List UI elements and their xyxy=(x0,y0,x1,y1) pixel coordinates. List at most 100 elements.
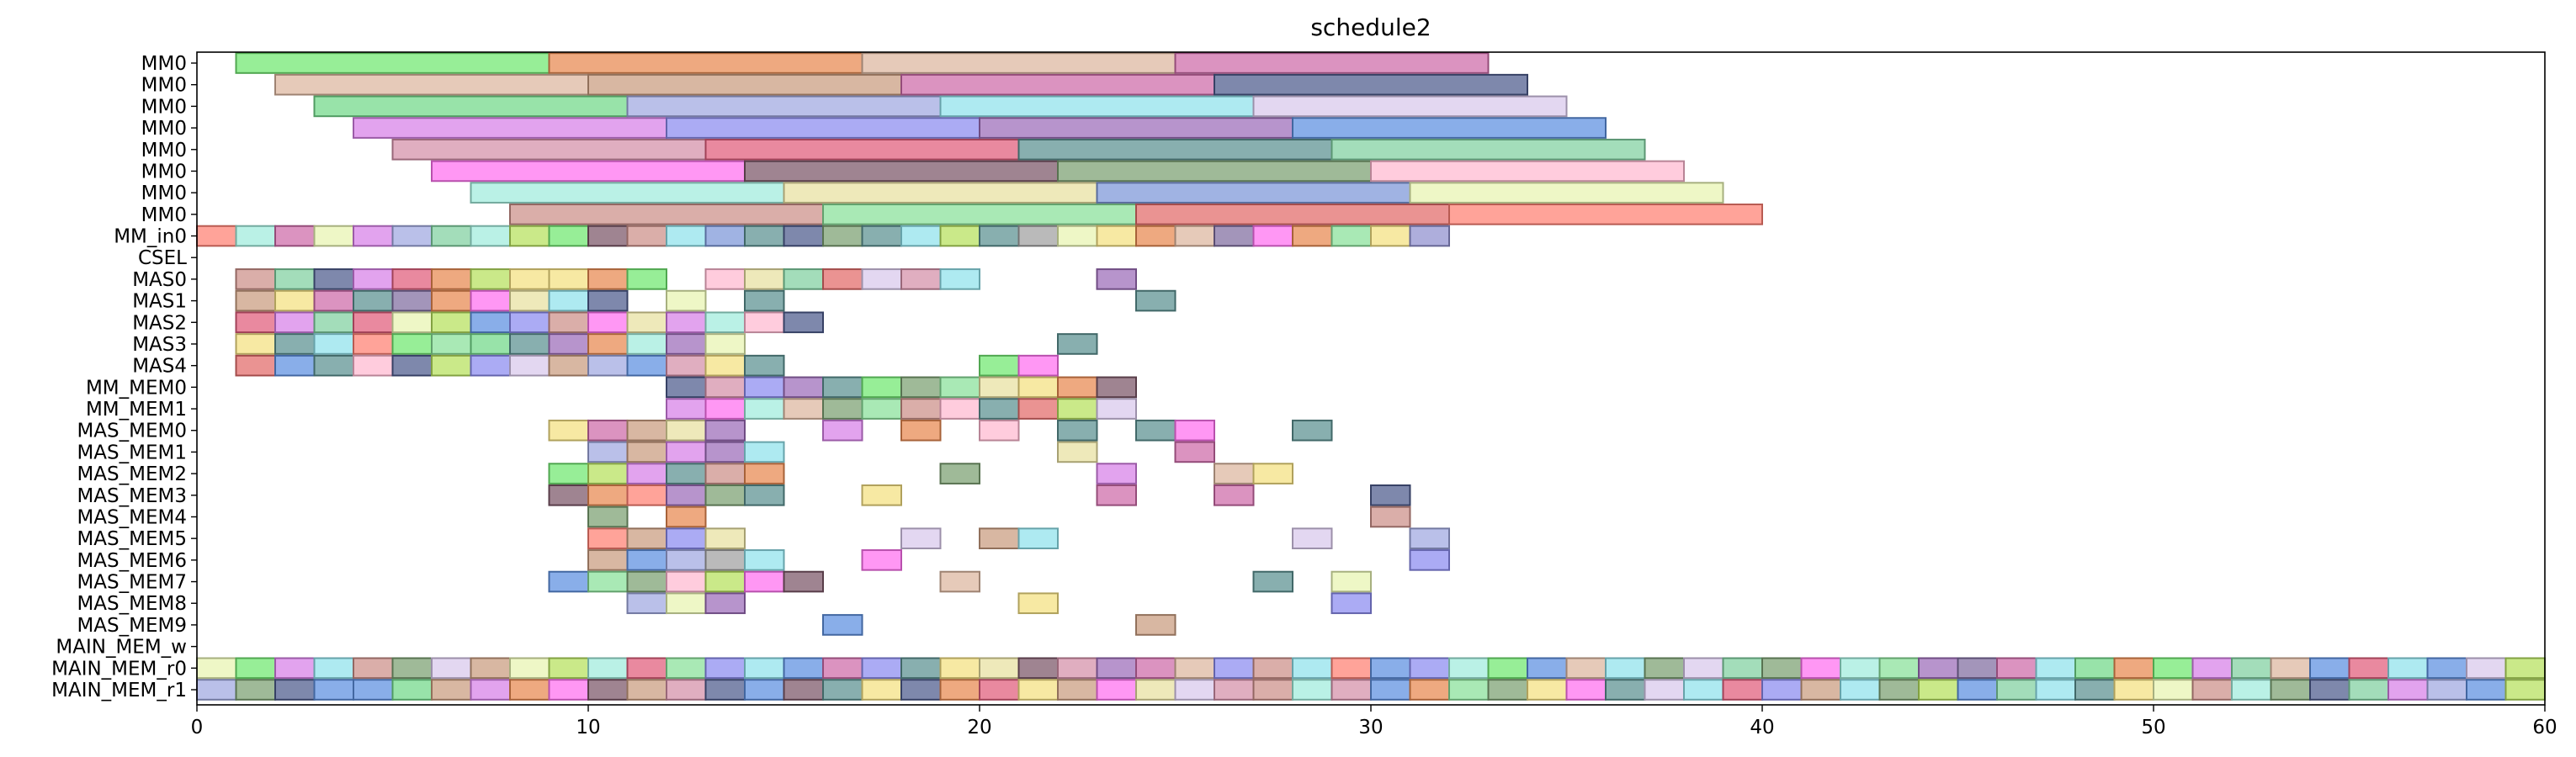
bar-main-mem-r1-5-6 xyxy=(391,679,433,701)
bar-mm-in0-2-3 xyxy=(274,225,316,247)
bar-mas1-7-8 xyxy=(470,289,511,312)
x-axis: 0 10 20 30 40 50 60 xyxy=(191,705,2557,738)
bar-mas-mem1-22-23 xyxy=(1057,441,1098,463)
bar-main-mem-r0-27-28 xyxy=(1252,657,1293,680)
bar-main-mem-r1-34-35 xyxy=(1527,679,1568,701)
bar-mm-in0-17-18 xyxy=(861,225,902,247)
bar-main-mem-r1-24-25 xyxy=(1135,679,1176,701)
bar-mas4-13-14 xyxy=(704,354,746,377)
bar-mas4-8-9 xyxy=(509,354,550,377)
bar-main-mem-r1-33-34 xyxy=(1487,679,1528,701)
bar-mas-mem2-13-14 xyxy=(704,463,746,484)
bar-mm-in0-22-23 xyxy=(1057,225,1098,247)
bar-mas1-24-25 xyxy=(1135,289,1176,312)
y-tick-label: MAS_MEM8 xyxy=(77,593,187,615)
bar-mas-mem2-23-24 xyxy=(1096,463,1137,484)
bar-main-mem-r0-25-26 xyxy=(1174,657,1215,680)
bar-mm-in0-10-11 xyxy=(587,225,629,247)
bar-main-mem-r0-16-17 xyxy=(822,657,863,680)
bar-mas-mem7-14-15 xyxy=(744,570,785,593)
bar-mm-in0-16-17 xyxy=(822,225,863,247)
bar-main-mem-r0-30-31 xyxy=(1370,657,1411,680)
bar-mas2-15-16 xyxy=(783,311,824,334)
bar-main-mem-r0-53-54 xyxy=(2270,657,2311,680)
bar-main-mem-r0-51-52 xyxy=(2191,657,2233,680)
bar-mm0-8-16 xyxy=(509,204,824,225)
bar-mas2-14-15 xyxy=(744,311,785,334)
bar-mm-mem0-17-18 xyxy=(861,376,902,399)
bar-main-mem-r1-35-36 xyxy=(1565,679,1607,701)
bar-mas3-8-9 xyxy=(509,333,550,355)
bar-mas-mem5-13-14 xyxy=(704,527,746,549)
bar-mm-in0-6-7 xyxy=(431,225,472,247)
bar-mm-in0-0-1 xyxy=(196,225,237,247)
bar-mas3-6-7 xyxy=(431,333,472,355)
bar-mm0-26-34 xyxy=(1214,73,1528,96)
bar-mm0-22-30 xyxy=(1057,160,1372,183)
bar-main-mem-r0-3-4 xyxy=(313,657,354,680)
bar-mm-in0-27-28 xyxy=(1252,225,1293,247)
bar-mas0-10-11 xyxy=(587,268,629,290)
bar-mas1-8-9 xyxy=(509,289,550,312)
bar-main-mem-r1-19-20 xyxy=(939,679,980,701)
bar-mm-in0-21-22 xyxy=(1017,225,1059,247)
bar-main-mem-r1-57-58 xyxy=(2426,679,2467,701)
x-tick-label: 30 xyxy=(1358,717,1383,738)
bar-main-mem-r0-54-55 xyxy=(2309,657,2350,680)
bar-mas0-11-12 xyxy=(626,268,667,290)
bar-mas-mem0-10-11 xyxy=(587,419,629,442)
bar-main-mem-r0-45-46 xyxy=(1957,657,1998,680)
bar-main-mem-r1-25-26 xyxy=(1174,679,1215,701)
bar-mas-mem7-9-10 xyxy=(548,570,589,593)
bar-mas1-2-3 xyxy=(274,289,316,312)
plot-frame xyxy=(196,51,2546,706)
bar-mm-mem1-17-18 xyxy=(861,398,902,420)
bar-mas-mem8-29-30 xyxy=(1330,592,1372,615)
bar-main-mem-r0-42-43 xyxy=(1840,657,1881,680)
bar-mm-mem1-21-22 xyxy=(1017,398,1059,420)
bar-main-mem-r0-15-16 xyxy=(783,657,824,680)
bar-main-mem-r0-40-41 xyxy=(1761,657,1803,680)
y-tick-label: MM0 xyxy=(141,118,187,140)
bar-main-mem-r1-50-51 xyxy=(2153,679,2194,701)
bar-mm0-3-11 xyxy=(313,95,629,118)
bar-main-mem-r0-17-18 xyxy=(861,657,902,680)
bar-mas-mem2-14-15 xyxy=(744,463,785,484)
bar-main-mem-r0-20-21 xyxy=(979,657,1020,680)
bar-mas-mem4-12-13 xyxy=(666,506,707,528)
bar-mas4-9-10 xyxy=(548,354,589,377)
bar-mas1-4-5 xyxy=(353,289,394,312)
bar-main-mem-r0-50-51 xyxy=(2153,657,2194,680)
bar-mm-in0-8-9 xyxy=(509,225,550,247)
bar-mm0-28-36 xyxy=(1292,117,1607,139)
bar-main-mem-r1-7-8 xyxy=(470,679,511,701)
bar-mm-in0-29-30 xyxy=(1330,225,1372,247)
bar-mas-mem2-19-20 xyxy=(939,463,980,484)
bar-main-mem-r1-41-42 xyxy=(1800,679,1841,701)
bar-mas0-7-8 xyxy=(470,268,511,290)
bar-mm0-12-20 xyxy=(666,117,980,139)
bar-mas2-8-9 xyxy=(509,311,550,334)
bar-mm0-23-31 xyxy=(1096,182,1411,204)
bar-mas0-19-20 xyxy=(939,268,980,290)
bar-main-mem-r1-10-11 xyxy=(587,679,629,701)
bar-mas-mem2-9-10 xyxy=(548,463,589,484)
bar-mas2-7-8 xyxy=(470,311,511,334)
bar-mas0-2-3 xyxy=(274,268,316,290)
bar-mas1-9-10 xyxy=(548,289,589,312)
bar-mm0-18-26 xyxy=(900,73,1215,96)
bar-mas-mem7-19-20 xyxy=(939,570,980,593)
bar-mm0-29-37 xyxy=(1330,138,1646,161)
bar-mm-mem1-16-17 xyxy=(822,398,863,420)
bar-mm-mem1-20-21 xyxy=(979,398,1020,420)
bar-mm0-27-35 xyxy=(1252,95,1568,118)
y-tick-label: MAS_MEM3 xyxy=(77,485,187,507)
bar-mm0-1-9 xyxy=(235,52,550,74)
bar-mm-in0-28-29 xyxy=(1292,225,1333,247)
bar-mm-mem0-23-24 xyxy=(1096,376,1137,399)
bar-main-mem-r0-47-48 xyxy=(2035,657,2076,680)
bar-main-mem-r0-12-13 xyxy=(666,657,707,680)
chart-title: schedule2 xyxy=(1310,13,1431,41)
bar-mas0-1-2 xyxy=(235,268,276,290)
bar-main-mem-r1-16-17 xyxy=(822,679,863,701)
